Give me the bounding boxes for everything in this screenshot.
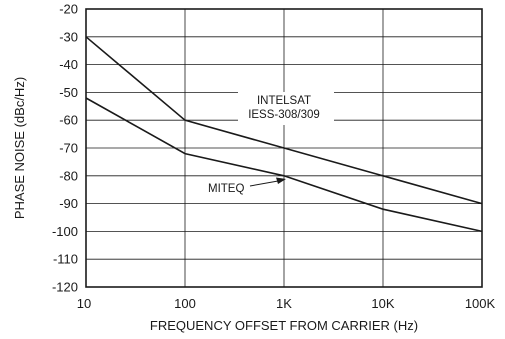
y-tick-label: -80 <box>59 168 78 183</box>
x-tick-label: 100 <box>174 296 196 311</box>
x-axis-title: FREQUENCY OFFSET FROM CARRIER (Hz) <box>150 318 418 333</box>
y-tick-label: -50 <box>59 85 78 100</box>
miteq-label: MITEQ <box>208 183 244 195</box>
x-tick-label: 100K <box>465 296 496 311</box>
y-tick-label: -100 <box>52 224 78 239</box>
x-tick-label: 10K <box>371 296 394 311</box>
miteq-arrow-head <box>276 177 286 184</box>
y-tick-label: -30 <box>59 29 78 44</box>
y-tick-label: -20 <box>59 2 78 17</box>
miteq-arrow-line <box>249 180 279 187</box>
intelsat-series-line <box>85 36 483 205</box>
y-tick-label: -70 <box>59 141 78 156</box>
y-tick-label: -120 <box>52 280 78 295</box>
intelsat-label-line-2: IESS-308/309 <box>248 109 320 121</box>
plot-frame <box>85 8 483 288</box>
y-axis-title: PHASE NOISE (dBc/Hz) <box>12 77 27 219</box>
miteq-series-line <box>85 97 483 233</box>
series-lines <box>85 36 483 233</box>
y-tick-label: -90 <box>59 196 78 211</box>
intelsat-label-background <box>238 92 334 125</box>
y-tick-labels: -20 -30 -40 -50 -60 -70 -80 -90 -100 -110 -120 <box>52 2 78 295</box>
y-tick-label: -40 <box>59 57 78 72</box>
y-tick-label: -110 <box>53 252 78 267</box>
y-tick-label: -60 <box>59 113 78 128</box>
x-tick-label: 1K <box>276 296 292 311</box>
intelsat-label-line-1: INTELSAT <box>257 95 311 107</box>
x-tick-label: 10 <box>77 296 91 311</box>
x-tick-labels: 10 100 1K 10K 100K <box>77 296 496 311</box>
